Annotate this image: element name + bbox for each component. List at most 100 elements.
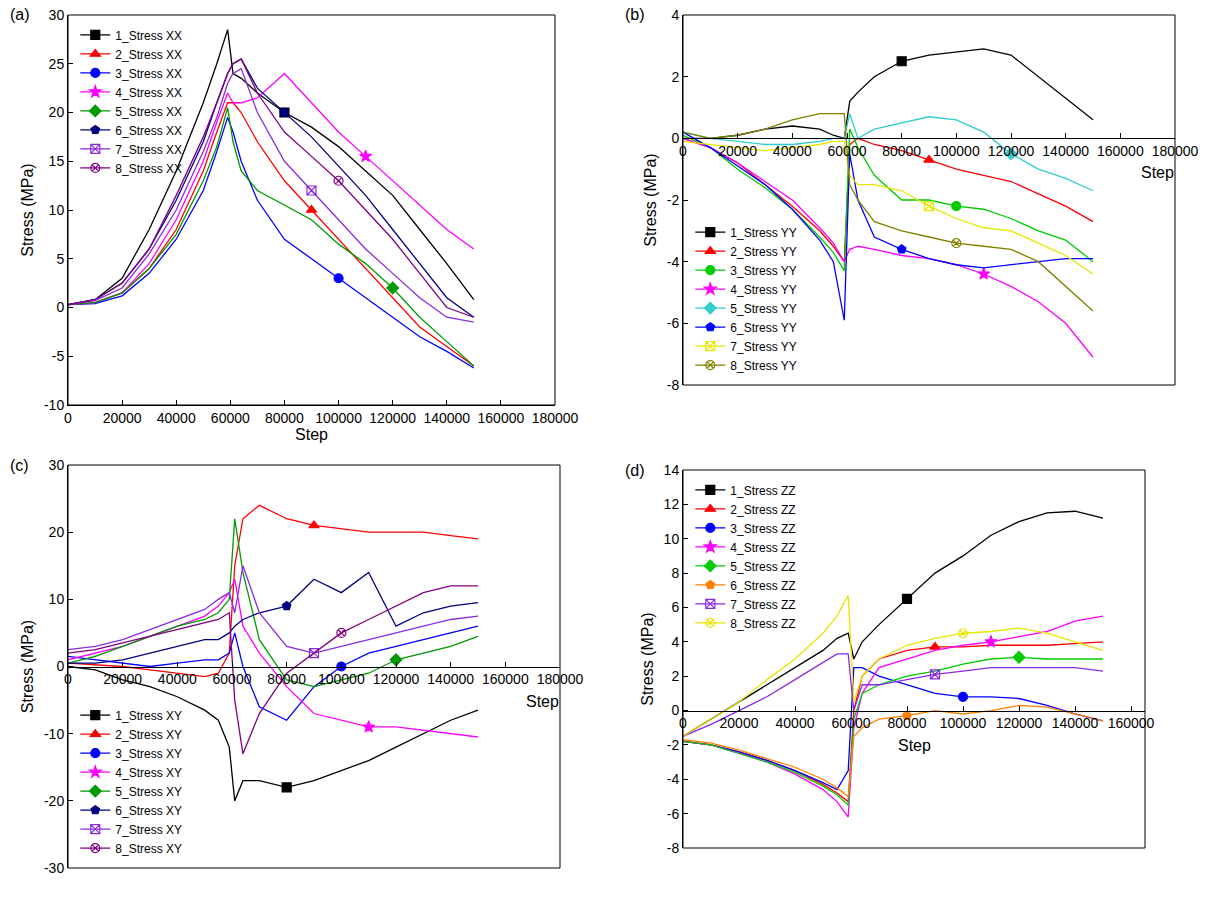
svg-text:-6: -6 — [667, 315, 680, 331]
svg-text:0: 0 — [56, 658, 64, 674]
svg-text:20000: 20000 — [718, 143, 757, 159]
svg-text:160000: 160000 — [1108, 715, 1155, 731]
svg-text:20: 20 — [49, 104, 65, 120]
svg-text:6: 6 — [671, 599, 679, 615]
svg-text:1_Stress XY: 1_Stress XY — [115, 709, 182, 723]
svg-text:-4: -4 — [667, 771, 680, 787]
svg-text:160000: 160000 — [1097, 143, 1144, 159]
svg-text:120000: 120000 — [369, 410, 416, 426]
svg-text:7_Stress YY: 7_Stress YY — [730, 340, 796, 354]
svg-text:8: 8 — [671, 565, 679, 581]
svg-text:40000: 40000 — [773, 143, 812, 159]
svg-text:6_Stress XY: 6_Stress XY — [115, 804, 182, 818]
svg-text:0: 0 — [64, 671, 72, 687]
svg-text:0: 0 — [56, 299, 64, 315]
svg-text:2_Stress ZZ: 2_Stress ZZ — [730, 503, 795, 517]
svg-text:10: 10 — [664, 531, 680, 547]
svg-text:14: 14 — [664, 462, 680, 478]
svg-text:40000: 40000 — [158, 671, 197, 687]
svg-text:60000: 60000 — [828, 143, 867, 159]
svg-text:20000: 20000 — [720, 715, 759, 731]
svg-text:5_Stress XY: 5_Stress XY — [115, 785, 182, 799]
svg-text:1_Stress YY: 1_Stress YY — [730, 226, 796, 240]
svg-text:(c): (c) — [10, 457, 29, 474]
svg-text:100000: 100000 — [933, 143, 980, 159]
svg-text:100000: 100000 — [318, 671, 365, 687]
svg-text:4: 4 — [671, 634, 679, 650]
svg-text:20000: 20000 — [103, 410, 142, 426]
svg-text:6_Stress YY: 6_Stress YY — [730, 321, 796, 335]
svg-text:8_Stress ZZ: 8_Stress ZZ — [730, 617, 795, 631]
svg-text:-6: -6 — [667, 806, 680, 822]
svg-text:80000: 80000 — [265, 410, 304, 426]
svg-text:8_Stress YY: 8_Stress YY — [730, 359, 796, 373]
svg-text:80000: 80000 — [888, 715, 927, 731]
svg-text:(a): (a) — [10, 6, 30, 23]
svg-text:Step: Step — [1141, 164, 1174, 181]
svg-text:10: 10 — [49, 591, 65, 607]
svg-text:120000: 120000 — [373, 671, 420, 687]
svg-text:20000: 20000 — [103, 671, 142, 687]
svg-text:-8: -8 — [667, 840, 680, 856]
svg-text:30: 30 — [49, 457, 65, 473]
svg-text:3_Stress XY: 3_Stress XY — [115, 747, 182, 761]
svg-text:60000: 60000 — [211, 410, 250, 426]
svg-text:4_Stress ZZ: 4_Stress ZZ — [730, 541, 795, 555]
svg-text:0: 0 — [671, 130, 679, 146]
svg-text:Step: Step — [898, 737, 931, 754]
svg-text:120000: 120000 — [988, 143, 1035, 159]
svg-text:Stress (MPa): Stress (MPa) — [19, 163, 36, 256]
svg-text:4_Stress XX: 4_Stress XX — [115, 86, 182, 100]
svg-text:-2: -2 — [667, 737, 680, 753]
svg-text:7_Stress XX: 7_Stress XX — [115, 143, 182, 157]
svg-text:160000: 160000 — [478, 410, 525, 426]
svg-text:160000: 160000 — [482, 671, 529, 687]
svg-text:6_Stress XX: 6_Stress XX — [115, 124, 182, 138]
svg-text:5: 5 — [56, 251, 64, 267]
svg-text:Step: Step — [526, 693, 559, 710]
svg-text:3_Stress ZZ: 3_Stress ZZ — [730, 522, 795, 536]
svg-text:80000: 80000 — [267, 671, 306, 687]
svg-text:7_Stress XY: 7_Stress XY — [115, 823, 182, 837]
svg-text:180000: 180000 — [532, 410, 579, 426]
svg-text:-8: -8 — [667, 377, 680, 393]
svg-text:60000: 60000 — [832, 715, 871, 731]
svg-text:0: 0 — [679, 715, 687, 731]
svg-text:12: 12 — [664, 496, 680, 512]
svg-text:-30: -30 — [44, 860, 64, 876]
svg-text:Step: Step — [295, 426, 328, 443]
svg-text:Stress (MPa): Stress (MPa) — [639, 612, 656, 705]
svg-text:1_Stress XX: 1_Stress XX — [115, 29, 182, 43]
svg-text:-10: -10 — [44, 726, 64, 742]
svg-text:1_Stress ZZ: 1_Stress ZZ — [730, 484, 795, 498]
svg-text:6_Stress ZZ: 6_Stress ZZ — [730, 579, 795, 593]
svg-text:60000: 60000 — [213, 671, 252, 687]
svg-text:5_Stress XX: 5_Stress XX — [115, 105, 182, 119]
svg-text:0: 0 — [671, 702, 679, 718]
svg-text:80000: 80000 — [882, 143, 921, 159]
svg-text:4_Stress YY: 4_Stress YY — [730, 283, 796, 297]
svg-text:2: 2 — [671, 668, 679, 684]
svg-text:8_Stress XX: 8_Stress XX — [115, 162, 182, 176]
svg-text:-2: -2 — [667, 192, 680, 208]
svg-text:2_Stress XX: 2_Stress XX — [115, 48, 182, 62]
svg-text:7_Stress ZZ: 7_Stress ZZ — [730, 598, 795, 612]
svg-text:40000: 40000 — [776, 715, 815, 731]
svg-text:140000: 140000 — [423, 410, 470, 426]
svg-text:Stress (MPa): Stress (MPa) — [642, 153, 659, 246]
svg-text:40000: 40000 — [157, 410, 196, 426]
svg-text:140000: 140000 — [1042, 143, 1089, 159]
svg-text:4_Stress XY: 4_Stress XY — [115, 766, 182, 780]
svg-text:8_Stress XY: 8_Stress XY — [115, 842, 182, 856]
svg-text:3_Stress XX: 3_Stress XX — [115, 67, 182, 81]
svg-text:30: 30 — [49, 7, 65, 23]
svg-text:2_Stress YY: 2_Stress YY — [730, 245, 796, 259]
svg-text:3_Stress YY: 3_Stress YY — [730, 264, 796, 278]
svg-text:10: 10 — [49, 202, 65, 218]
svg-text:15: 15 — [49, 153, 65, 169]
svg-text:-20: -20 — [44, 793, 64, 809]
svg-text:4: 4 — [671, 7, 679, 23]
svg-text:-10: -10 — [44, 397, 64, 413]
svg-text:180000: 180000 — [1152, 143, 1199, 159]
svg-text:(b): (b) — [625, 6, 645, 23]
